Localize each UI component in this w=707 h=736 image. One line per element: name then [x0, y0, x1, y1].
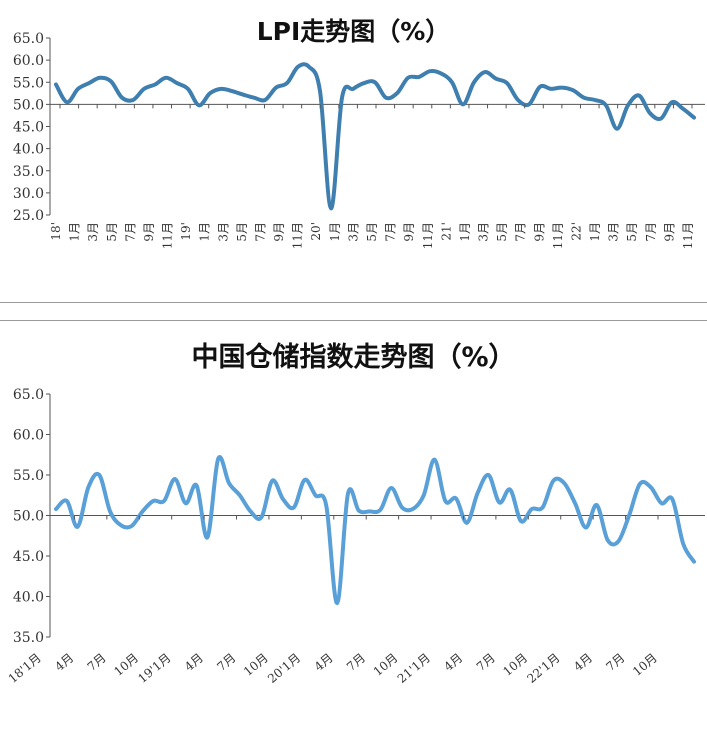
x-tick-label: 3月 [216, 222, 230, 242]
y-tick-label: 55.0 [13, 468, 44, 484]
x-tick-label: 11月 [681, 222, 695, 249]
x-tick-label: 1月 [458, 222, 472, 242]
y-tick-label: 65.0 [13, 31, 44, 47]
y-tick-label: 30.0 [13, 186, 44, 202]
x-tick-label: 7月 [474, 651, 498, 674]
x-tick-label: 4月 [52, 651, 76, 674]
x-tick-label: 22'1月 [524, 651, 562, 686]
x-tick-label: 7月 [344, 651, 368, 674]
x-tick-label: 22' [569, 222, 583, 241]
x-tick-label: 3月 [607, 222, 621, 242]
x-tick-label: 4月 [441, 651, 465, 674]
x-tick-label: 9月 [272, 222, 286, 242]
y-tick-label: 35.0 [13, 630, 44, 646]
series-line [56, 64, 694, 208]
x-tick-label: 4月 [182, 651, 206, 674]
x-tick-label: 7月 [85, 651, 109, 674]
x-tick-label: 11月 [421, 222, 435, 249]
x-tick-label: 21' [439, 222, 453, 241]
x-tick-label: 3月 [86, 222, 100, 242]
x-tick-label: 7月 [214, 651, 238, 674]
x-tick-label: 5月 [625, 222, 639, 242]
x-tick-label: 20'1月 [265, 651, 303, 686]
x-tick-label: 9月 [662, 222, 676, 242]
x-tick-label: 11月 [551, 222, 565, 249]
x-tick-label: 7月 [603, 651, 627, 674]
y-tick-label: 65.0 [13, 387, 44, 403]
y-tick-label: 45.0 [13, 549, 44, 565]
y-tick-label: 40.0 [13, 142, 44, 158]
x-tick-label: 11月 [291, 222, 305, 249]
y-tick-label: 55.0 [13, 75, 44, 91]
x-tick-label: 3月 [346, 222, 360, 242]
x-tick-label: 1月 [588, 222, 602, 242]
x-tick-label: 1月 [68, 222, 82, 242]
y-tick-label: 40.0 [13, 590, 44, 606]
y-tick-label: 35.0 [13, 164, 44, 180]
y-tick-label: 50.0 [13, 97, 44, 113]
x-tick-label: 7月 [123, 222, 137, 242]
x-tick-label: 5月 [365, 222, 379, 242]
x-tick-label: 7月 [384, 222, 398, 242]
x-tick-label: 7月 [644, 222, 658, 242]
x-tick-label: 5月 [235, 222, 249, 242]
x-tick-label: 10月 [630, 651, 660, 679]
x-tick-label: 20' [309, 222, 323, 241]
x-tick-label: 1月 [328, 222, 342, 242]
x-tick-label: 19' [179, 222, 193, 241]
y-tick-label: 50.0 [13, 509, 44, 525]
x-tick-label: 11月 [161, 222, 175, 249]
x-tick-label: 19'1月 [135, 651, 173, 686]
x-tick-label: 5月 [495, 222, 509, 242]
x-tick-label: 18' [49, 222, 63, 241]
x-tick-label: 4月 [571, 651, 595, 674]
x-tick-label: 18'1月 [6, 651, 44, 686]
x-tick-label: 9月 [532, 222, 546, 242]
x-tick-label: 5月 [105, 222, 119, 242]
y-tick-label: 60.0 [13, 428, 44, 444]
y-tick-label: 45.0 [13, 120, 44, 136]
x-tick-label: 1月 [198, 222, 212, 242]
y-tick-label: 60.0 [13, 53, 44, 69]
y-tick-label: 25.0 [13, 208, 44, 224]
x-tick-label: 7月 [514, 222, 528, 242]
x-tick-label: 4月 [312, 651, 336, 674]
x-tick-label: 21'1月 [395, 651, 433, 686]
series-line [56, 457, 694, 603]
x-tick-label: 9月 [142, 222, 156, 242]
x-tick-label: 3月 [477, 222, 491, 242]
lpi-chart-svg: 65.0 60.0 55.0 50.0 45.0 40.0 35.0 30.0 25.0 18' 1… [0, 0, 707, 302]
x-tick-label: 9月 [402, 222, 416, 242]
x-tick-label: 7月 [253, 222, 267, 242]
